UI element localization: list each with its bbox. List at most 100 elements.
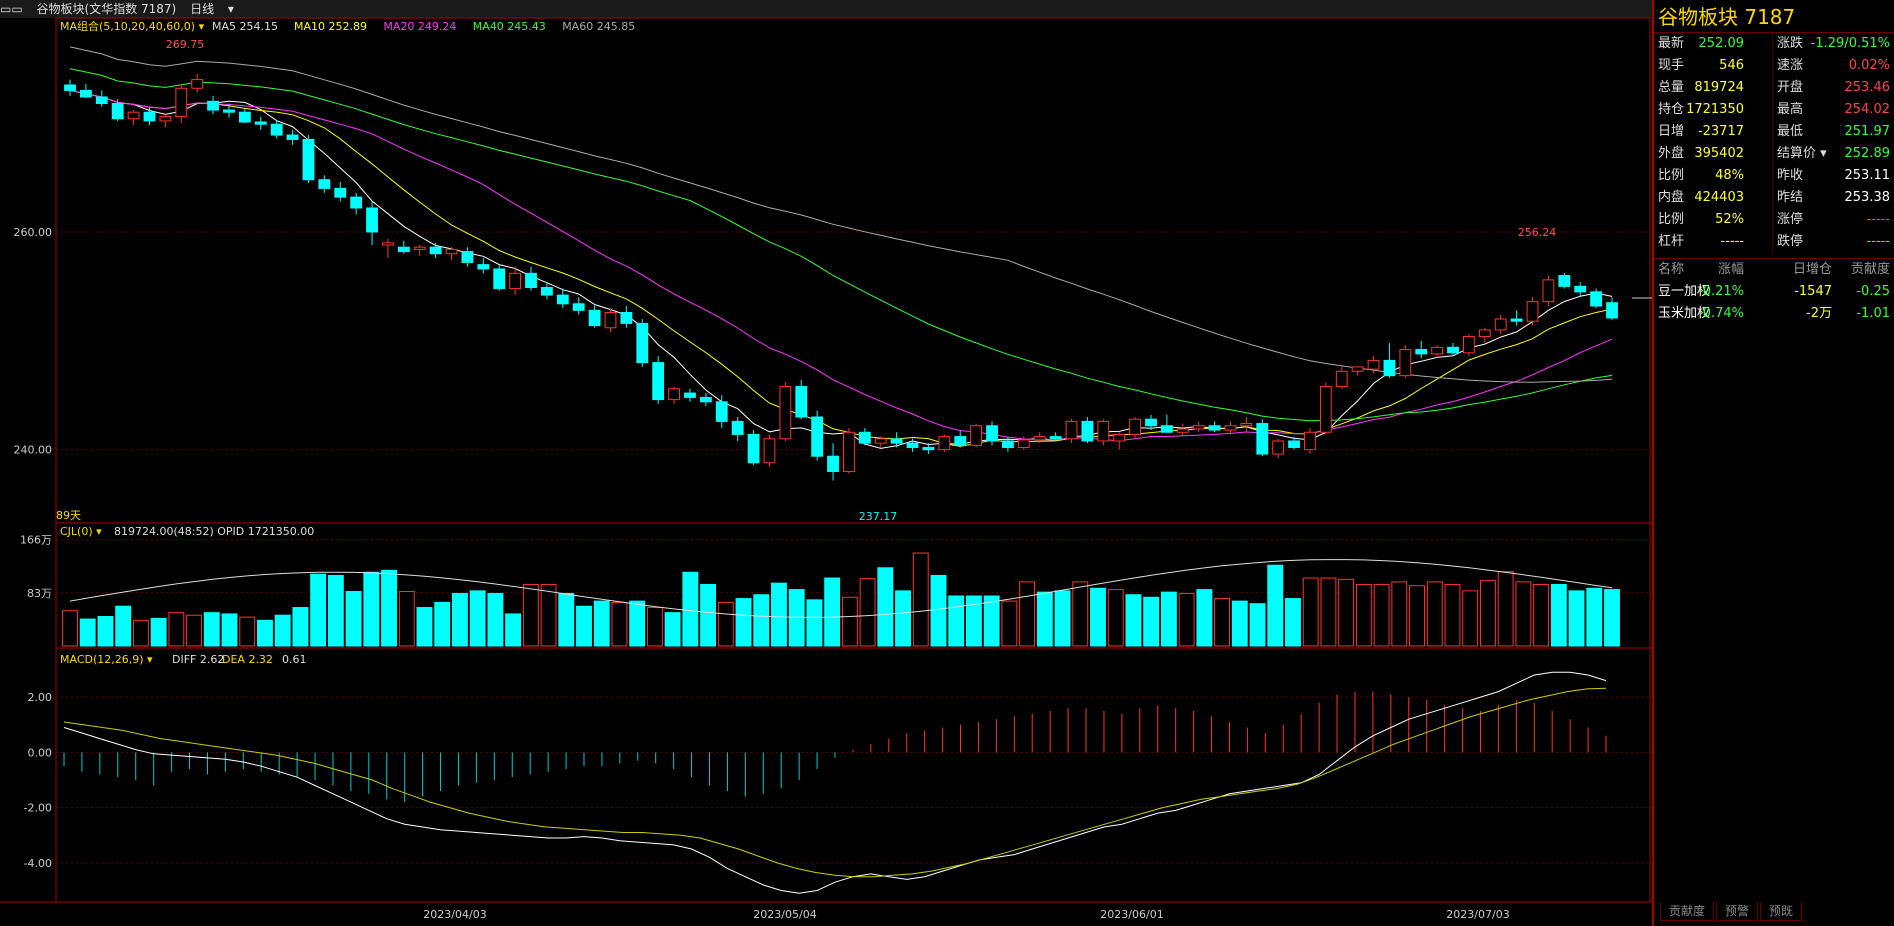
contribution-row[interactable]: 玉米加权 -0.74% -2万 -1.01 — [1654, 303, 1894, 325]
volume-bar — [522, 583, 539, 647]
volume-bar — [1444, 583, 1461, 647]
panel-tab[interactable]: 贡献度 — [1660, 902, 1715, 921]
panel-tab[interactable]: 预既 — [1760, 902, 1803, 921]
volume-bar — [1107, 589, 1124, 647]
candle-body — [858, 431, 871, 444]
volume-bar — [221, 613, 238, 647]
quote-row: 最新 252.09 涨跌 -1.29/0.51% — [1654, 33, 1894, 55]
candle-body — [445, 248, 458, 255]
ma-legend-ma60: MA60 245.85 — [562, 20, 635, 33]
quote-value: 819724 — [1694, 80, 1744, 95]
contribution-header-cell: 名称 — [1658, 262, 1685, 277]
candle-body — [556, 294, 569, 305]
contribution-row[interactable]: 豆一加权 -0.21% -1547 -0.25 — [1654, 281, 1894, 303]
quote-label: 内盘 — [1658, 190, 1685, 205]
volume-bar — [629, 600, 646, 647]
volume-bar — [1302, 577, 1319, 647]
quote-row: 现手 546 速涨 0.02% — [1654, 55, 1894, 77]
volume-bar — [841, 596, 858, 647]
volume-bar — [682, 571, 699, 647]
volume-bar — [1338, 578, 1355, 647]
period-selector[interactable]: 日线 ▾ — [190, 2, 234, 16]
quote-label: 总量 — [1658, 80, 1685, 95]
candle-body — [1304, 431, 1316, 451]
quote-label: 外盘 — [1658, 146, 1685, 161]
chart-area[interactable]: 260.00 240.00 269.75 237.17 256.24 89天 166万 83万… — [0, 0, 1652, 926]
title-bar: ▭▭ 谷物板块(文华指数 7187) 日线 ▾ — [0, 0, 1652, 18]
volume-bar — [1196, 589, 1213, 647]
volume-bar — [434, 601, 451, 647]
date-axis-label: 2023/04/03 — [423, 908, 486, 921]
candle-body — [477, 264, 490, 270]
candle-body — [715, 401, 728, 422]
contribution-header-cell: 涨幅 — [1717, 262, 1744, 277]
quote-value: ----- — [1720, 234, 1744, 249]
candle-body — [970, 425, 983, 446]
quote-label: 最低 — [1772, 121, 1803, 143]
candle-body — [270, 123, 283, 136]
quote-value: 0.02% — [1848, 58, 1890, 73]
candle-body — [604, 312, 617, 329]
contribution-cell: -0.21% — [1698, 284, 1744, 299]
contribution-cell: 豆一加权 — [1658, 284, 1711, 299]
date-axis-label: 2023/06/01 — [1100, 908, 1163, 921]
volume-bar — [115, 605, 132, 647]
volume-legend-value: 819724.00(48:52) OPID 1721350.00 — [114, 525, 314, 538]
quote-value: -1.29/0.51% — [1810, 36, 1890, 51]
volume-bar — [451, 592, 468, 647]
candle-body — [874, 438, 887, 444]
volume-bar — [1391, 581, 1408, 647]
ma20-line — [69, 89, 1613, 442]
quote-label: 现手 — [1658, 58, 1685, 73]
volume-bar — [363, 571, 380, 647]
candle-body — [1383, 359, 1396, 377]
volume-tick-label: 166万 — [20, 534, 52, 547]
volume-bar — [1249, 603, 1266, 647]
quote-value: ----- — [1866, 234, 1890, 249]
candle-body — [668, 388, 680, 401]
candle-body — [127, 111, 140, 120]
macd-value: 0.61 — [282, 653, 307, 666]
quote-label: 跌停 — [1772, 231, 1803, 253]
ma-legend-ma40: MA40 245.43 — [473, 20, 546, 33]
candle-body — [1240, 423, 1253, 427]
quote-label: 涨停 — [1772, 209, 1803, 231]
dea-line — [63, 687, 1607, 878]
volume-bar — [1090, 587, 1106, 647]
candle-body — [238, 111, 251, 123]
candle-body — [1415, 349, 1428, 355]
ma60-line — [69, 46, 1613, 383]
candle-body — [1272, 440, 1285, 455]
quote-row: 日增 -23717 最低 251.97 — [1654, 121, 1894, 143]
candle-body — [636, 322, 649, 364]
candle-body — [572, 303, 585, 311]
volume-bar — [611, 601, 628, 647]
macd-diff-value: DIFF 2.62 — [172, 653, 224, 666]
candle-body — [95, 96, 108, 104]
date-axis-label: 2023/07/03 — [1446, 908, 1509, 921]
quote-value: 546 — [1719, 58, 1744, 73]
candle-body — [747, 433, 760, 464]
candle-body — [1033, 436, 1046, 441]
contribution-cell: -0.25 — [1856, 284, 1890, 299]
candle-body — [1288, 440, 1300, 449]
quote-value: 253.11 — [1844, 168, 1891, 183]
contribution-cell: -0.74% — [1698, 306, 1744, 321]
volume-bar — [487, 592, 504, 647]
days-count-label: 89天 — [56, 509, 81, 522]
candle-body — [175, 87, 188, 118]
contribution-cell: -1.01 — [1856, 306, 1890, 321]
volume-bar — [416, 607, 433, 647]
macd-tick-label: -4.00 — [24, 857, 52, 870]
panel-tab[interactable]: 预警 — [1716, 902, 1759, 921]
candle-body — [1065, 420, 1078, 440]
volume-bar — [469, 590, 486, 647]
ma-legend-label: MA组合(5,10,20,40,60,0) ▾ — [60, 19, 205, 33]
volume-bar — [327, 574, 344, 647]
volume-bar — [1604, 589, 1620, 647]
candle-body — [1367, 359, 1380, 370]
macd-tick-label: 0.00 — [28, 746, 53, 759]
volume-bar — [1285, 598, 1301, 647]
quote-row: 杠杆 ----- 跌停 ----- — [1654, 231, 1894, 253]
ma-legend-ma20: MA20 249.24 — [383, 20, 456, 33]
